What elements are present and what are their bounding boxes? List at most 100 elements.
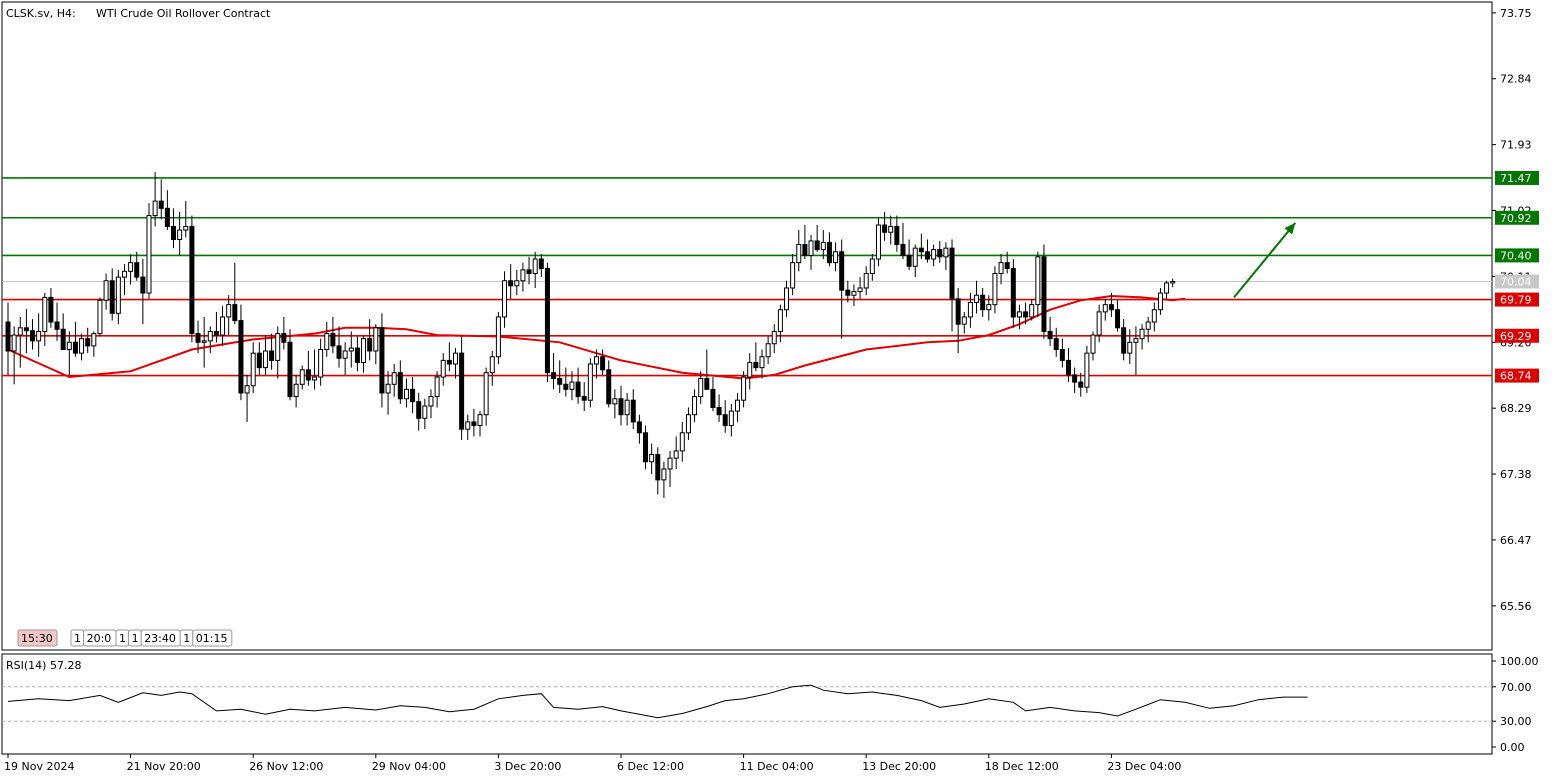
candle-body (820, 241, 826, 251)
candle-body (1010, 267, 1016, 318)
candle (1041, 244, 1047, 339)
candle-body (281, 333, 287, 343)
candle (201, 316, 207, 368)
horizontal-levels (2, 177, 1492, 377)
candle (1115, 300, 1121, 332)
candle-body (649, 454, 655, 463)
level-tags: 70.04 71.47 70.92 70.40 69.79 69.29 68.74 (1495, 170, 1539, 383)
candle-body (342, 350, 348, 359)
current-price-tag-label: 70.04 (1500, 275, 1532, 288)
candle (336, 326, 342, 368)
candle (943, 242, 949, 270)
candle (373, 324, 379, 365)
candle (1164, 280, 1170, 299)
candle (722, 400, 728, 433)
candle (391, 364, 397, 397)
candle-body (955, 298, 961, 325)
candle-body (1108, 304, 1114, 311)
candle (551, 353, 557, 390)
candle-body (1041, 256, 1047, 332)
candle (312, 349, 317, 390)
candle (636, 414, 642, 444)
candle (912, 244, 918, 278)
candle (1078, 372, 1084, 397)
time-box-bg (192, 629, 233, 647)
candle-body (551, 372, 557, 379)
candle-body (833, 251, 839, 264)
y-tick-label: 67.38 (1500, 468, 1532, 481)
candle-body (85, 338, 91, 347)
candle (446, 342, 452, 372)
candle (91, 331, 97, 357)
candle-body (661, 468, 667, 481)
candle (1035, 251, 1041, 317)
candle (820, 230, 826, 260)
candle-body (931, 249, 937, 260)
time-box: 15:30 (17, 629, 58, 647)
candle-body (655, 454, 661, 481)
candle-body (722, 414, 728, 427)
candle (97, 297, 103, 337)
candle (851, 284, 857, 307)
candle (128, 253, 134, 285)
level-tag: 69.79 (1495, 292, 1539, 307)
candle (863, 266, 869, 296)
candle-body (269, 350, 275, 361)
candle-body (66, 341, 72, 351)
y-tick-label: 68.29 (1500, 402, 1532, 415)
candle (508, 264, 514, 299)
candle-body (1004, 262, 1010, 269)
time-box: 1 (115, 629, 130, 647)
candle-body (72, 341, 78, 354)
candle (796, 230, 802, 272)
candle-body (618, 398, 624, 416)
time-box-label: 15:30 (21, 632, 53, 645)
arrow-head (1284, 222, 1296, 235)
candle (716, 394, 722, 422)
candle-body (557, 377, 563, 385)
candle-body (48, 296, 54, 323)
candle-body (863, 273, 869, 289)
level-tag-label: 71.47 (1500, 172, 1532, 185)
candle (269, 333, 275, 370)
candle (275, 326, 281, 379)
candle (183, 201, 189, 238)
candle-body (1053, 338, 1059, 351)
candle-body (925, 251, 930, 260)
candle-body (17, 327, 23, 336)
candle-body (967, 301, 973, 318)
candle (324, 322, 330, 357)
candle (1170, 278, 1176, 288)
candle (974, 280, 980, 314)
candle (140, 259, 146, 325)
candle (146, 203, 152, 299)
candle (869, 253, 875, 281)
candle (833, 242, 839, 272)
candle-body (526, 269, 532, 275)
candle (434, 371, 440, 408)
candle-body (826, 241, 832, 264)
candle-body (790, 262, 796, 289)
candle (814, 224, 820, 252)
candle-body (1157, 292, 1163, 311)
candle-body (1115, 309, 1121, 329)
candle-body (348, 347, 354, 352)
candle-body (734, 399, 740, 412)
level-tag-label: 69.29 (1500, 330, 1532, 343)
candle (839, 239, 845, 339)
candle (79, 333, 85, 361)
candle (299, 365, 305, 390)
rsi-label: RSI(14) 57.28 (6, 659, 81, 672)
candle (673, 436, 679, 469)
arrow-shaft (1233, 222, 1297, 299)
candle-body (483, 372, 489, 416)
candle-body (410, 388, 416, 403)
candle-body (692, 396, 698, 416)
candle (1010, 259, 1016, 328)
candle (72, 322, 78, 357)
time-box-label: 1 (183, 632, 190, 645)
candle-body (158, 200, 164, 209)
candle-body (581, 396, 587, 401)
